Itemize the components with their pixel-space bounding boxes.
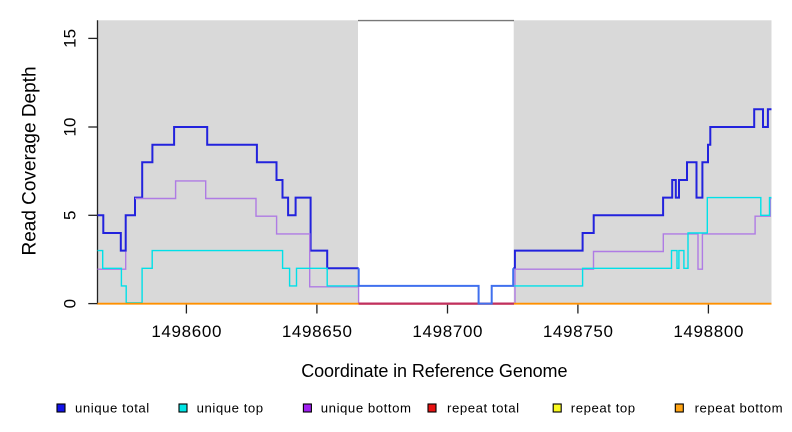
svg-text:1498700: 1498700 <box>412 322 483 341</box>
svg-text:1498800: 1498800 <box>673 322 744 341</box>
svg-text:5: 5 <box>61 211 80 220</box>
svg-text:1498750: 1498750 <box>543 322 614 341</box>
svg-text:unique total: unique total <box>75 400 150 415</box>
svg-text:15: 15 <box>61 29 80 48</box>
svg-text:repeat total: repeat total <box>447 400 520 415</box>
svg-text:Read Coverage Depth: Read Coverage Depth <box>20 66 41 255</box>
svg-text:repeat bottom: repeat bottom <box>695 400 784 415</box>
svg-text:10: 10 <box>61 118 80 137</box>
svg-text:unique top: unique top <box>197 400 264 415</box>
svg-text:unique bottom: unique bottom <box>321 400 412 415</box>
svg-text:0: 0 <box>61 299 80 308</box>
svg-text:repeat top: repeat top <box>571 400 636 415</box>
svg-text:Coordinate in Reference Genome: Coordinate in Reference Genome <box>301 361 567 381</box>
svg-text:1498600: 1498600 <box>151 322 222 341</box>
svg-text:1498650: 1498650 <box>282 322 353 341</box>
